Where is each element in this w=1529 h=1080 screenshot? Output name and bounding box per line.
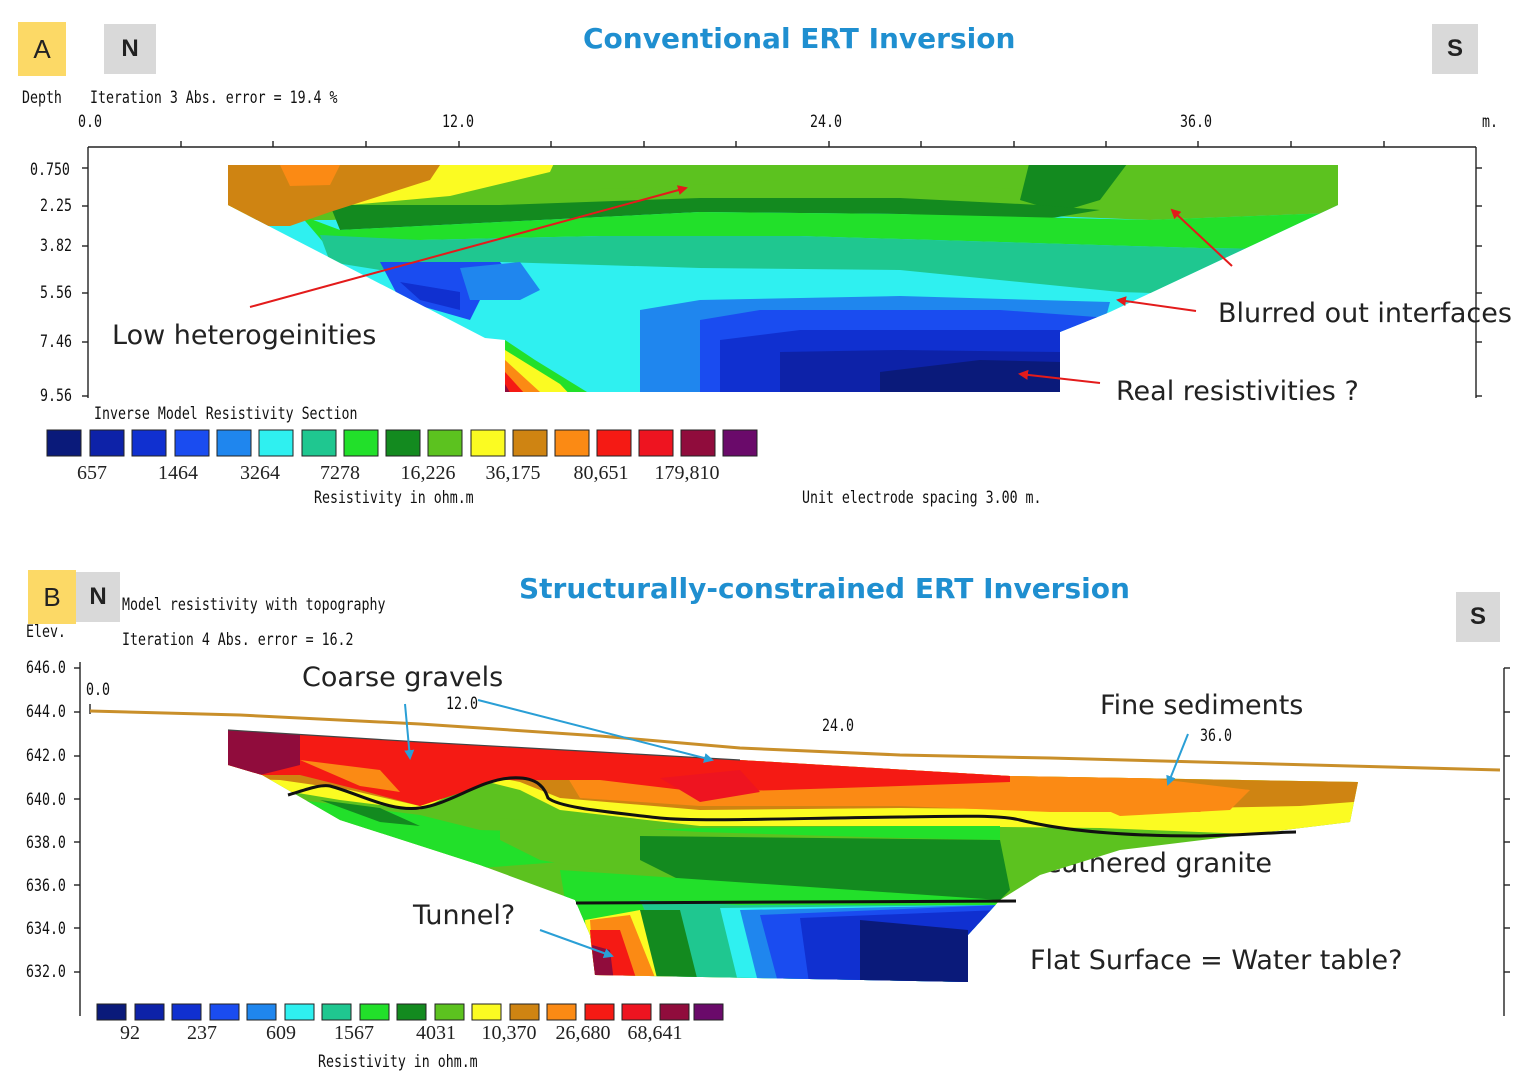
scale-b-value-4: 4031 (416, 1022, 456, 1044)
annotation-arrows-b (404, 699, 1189, 958)
model-title-b: Model resistivity with topography (122, 595, 386, 615)
resistivity-section-a (228, 165, 1338, 392)
water-table-line (575, 899, 1017, 905)
scale-a-value-1: 1464 (158, 462, 198, 484)
topography-line-shadow (227, 729, 741, 761)
x-tick-b-1: 12.0 (446, 694, 478, 714)
depth-label: Depth (22, 88, 62, 108)
x-tick-a-3: 36.0 (1180, 112, 1212, 132)
elev-tick-5: 636.0 (26, 876, 66, 896)
scale-swatches-b (96, 1003, 724, 1021)
elev-tick-0: 646.0 (26, 658, 66, 678)
scale-a-value-2: 3264 (240, 462, 280, 484)
x-tick-a-1: 12.0 (442, 112, 474, 132)
elev-tick-2: 642.0 (26, 746, 66, 766)
x-tick-a-0: 0.0 (78, 112, 102, 132)
section-title-a: Inverse Model Resistivity Section (94, 404, 358, 424)
panel-a-title: Conventional ERT Inversion (583, 22, 1016, 55)
scale-a-value-6: 80,651 (573, 462, 629, 484)
scale-caption-a: Resistivity in ohm.m (314, 488, 474, 508)
elev-tick-7: 632.0 (26, 962, 66, 982)
panel-a-ticks (82, 141, 1482, 397)
panel-b-title: Structurally-constrained ERT Inversion (519, 572, 1130, 605)
south-marker-b: S (1456, 592, 1500, 642)
scale-b-value-1: 237 (187, 1022, 217, 1044)
depth-tick-3: 5.56 (40, 283, 72, 303)
elev-tick-4: 638.0 (26, 833, 66, 853)
scale-a-value-3: 7278 (320, 462, 360, 484)
panel-b-label: B (28, 570, 76, 624)
scale-caption-b: Resistivity in ohm.m (318, 1052, 478, 1072)
scale-b-value-2: 609 (266, 1022, 296, 1044)
depth-tick-2: 3.82 (40, 236, 72, 256)
x-tick-b-2: 24.0 (822, 716, 854, 736)
annotation-real-resistivities: Real resistivities ? (1116, 376, 1359, 407)
north-marker-b: N (76, 572, 120, 622)
depth-tick-1: 2.25 (40, 196, 72, 216)
elev-tick-1: 644.0 (26, 702, 66, 722)
panel-a-label: A (18, 22, 66, 76)
depth-tick-0: 0.750 (30, 160, 70, 180)
iteration-text-b: Iteration 4 Abs. error = 16.2 (122, 630, 354, 650)
scale-a-value-7: 179,810 (654, 462, 720, 484)
elev-tick-6: 634.0 (26, 919, 66, 939)
south-marker-a: S (1432, 24, 1478, 74)
scale-swatches-a (46, 429, 758, 457)
panel-a-axes (87, 146, 1477, 398)
scale-b-value-6: 26,680 (555, 1022, 611, 1044)
x-tick-a-2: 24.0 (810, 112, 842, 132)
scale-b-value-5: 10,370 (481, 1022, 537, 1044)
topography-line (89, 709, 1501, 772)
iteration-text-a: Iteration 3 Abs. error = 19.4 % (90, 88, 338, 108)
x-tick-b-0: 0.0 (86, 680, 110, 700)
elev-label: Elev. (26, 622, 66, 642)
annotation-arrows-a (249, 185, 1233, 384)
annotation-blurred-interfaces: Blurred out interfaces (1218, 298, 1512, 329)
annotation-water-table: Flat Surface = Water table? (1030, 945, 1403, 976)
spacing-note: Unit electrode spacing 3.00 m. (802, 488, 1042, 508)
scale-a-value-0: 657 (77, 462, 107, 484)
annotation-fine-sediments: Fine sediments (1100, 690, 1304, 721)
north-marker-a: N (104, 24, 156, 74)
annotation-tunnel: Tunnel? (413, 900, 516, 931)
scale-b-value-0: 92 (120, 1022, 140, 1044)
annotation-coarse-gravels: Coarse gravels (302, 662, 504, 693)
depth-tick-4: 7.46 (40, 332, 72, 352)
scale-a-value-4: 16,226 (400, 462, 456, 484)
scale-b-value-3: 1567 (334, 1022, 374, 1044)
depth-tick-5: 9.56 (40, 386, 72, 406)
elev-tick-3: 640.0 (26, 790, 66, 810)
x-tick-b-3: 36.0 (1200, 726, 1232, 746)
panel-b-ticks (74, 667, 1510, 973)
x-unit-a: m. (1482, 112, 1498, 132)
scale-a-value-5: 36,175 (485, 462, 541, 484)
gravel-granite-interface (287, 776, 1297, 838)
scale-b-value-7: 68,641 (627, 1022, 683, 1044)
annotation-low-heterogeneities: Low heterogeinities (112, 320, 377, 351)
